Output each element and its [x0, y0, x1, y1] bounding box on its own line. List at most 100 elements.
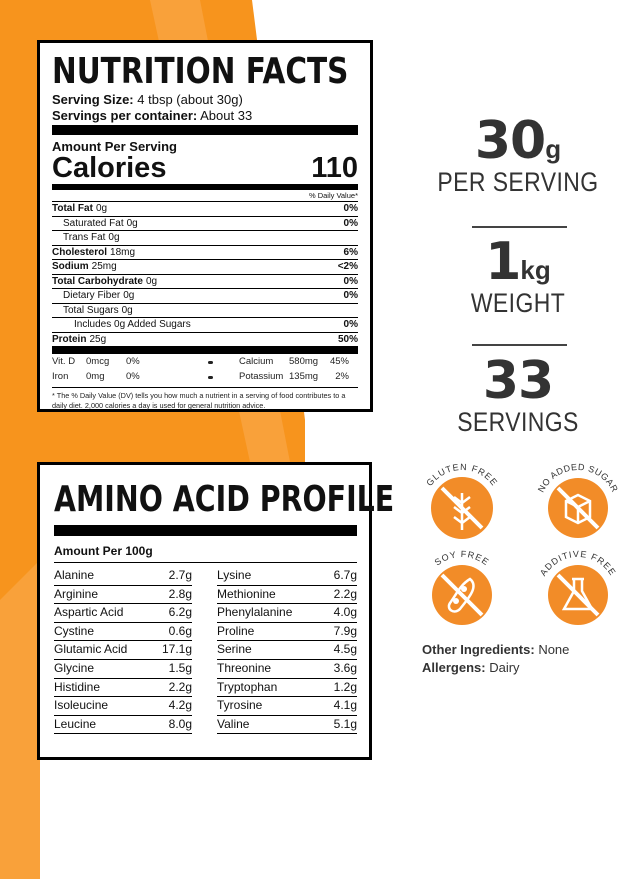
- amino-row: Lysine 6.7g: [217, 567, 357, 586]
- value: 4 tbsp (about 30g): [137, 92, 243, 107]
- nutrient-row: Trans Fat 0g: [52, 230, 358, 245]
- thick-rule: [52, 125, 358, 135]
- separator-dot: [208, 361, 213, 364]
- nutrient-name: Sodium: [52, 261, 89, 272]
- amino-name: Glycine: [54, 660, 95, 675]
- nutrition-title: NUTRITION FACTS: [52, 51, 349, 92]
- amino-name: Methionine: [217, 586, 276, 601]
- separator-dot: [208, 375, 213, 379]
- micro-amount: 135mg: [289, 370, 319, 382]
- stat-label: WEIGHT: [470, 288, 566, 318]
- orange-stripe: [0, 560, 40, 879]
- nutrient-dv: 0%: [343, 290, 358, 301]
- amino-row: Methionine 2.2g: [217, 586, 357, 605]
- slash: [556, 486, 600, 530]
- amino-row: Phenylalanine 4.0g: [217, 604, 357, 623]
- amino-row: Tryptophan 1.2g: [217, 679, 357, 698]
- nutrient-dv: <2%: [337, 261, 358, 272]
- nutrient-dv: 6%: [343, 246, 358, 258]
- label: Servings per container:: [52, 108, 198, 123]
- amino-amount: 4.2g: [168, 698, 192, 713]
- amino-amount: 6.2g: [168, 605, 192, 620]
- micro-name: Calcium: [239, 356, 274, 367]
- nutrient-dv: 0%: [343, 203, 358, 214]
- amino-amount: 3.6g: [333, 660, 357, 675]
- amino-name: Tyrosine: [217, 698, 263, 713]
- value: None: [538, 642, 570, 657]
- nutrient-name: Includes 0g Added Sugars: [74, 319, 191, 330]
- amino-name: Arginine: [54, 586, 99, 601]
- amino-amount: 0.6g: [168, 623, 192, 638]
- amino-name: Aspartic Acid: [54, 605, 124, 620]
- nutrition-panel: NUTRITION FACTS Serving Size: 4 tbsp (ab…: [37, 40, 373, 412]
- amino-row: Alanine 2.7g: [54, 567, 192, 586]
- nutrient-dv: 0%: [343, 319, 358, 330]
- badge: NO ADDED SUGAR: [536, 462, 618, 538]
- nutrient-amount: 18mg: [110, 246, 136, 258]
- amino-amount: 5.1g: [333, 716, 357, 731]
- calories-row: Calories 110: [52, 152, 358, 184]
- amino-row: Glycine 1.5g: [54, 660, 192, 679]
- dv-header: % Daily Value*: [308, 191, 358, 200]
- amino-row: Isoleucine 4.2g: [54, 697, 192, 716]
- amino-amount: 8.0g: [168, 716, 192, 731]
- amino-amount: 7.9g: [333, 623, 357, 638]
- nutrient-amount: 0g: [95, 203, 108, 214]
- amino-name: Tryptophan: [217, 679, 278, 694]
- other-ingredients: Other Ingredients: None: [422, 642, 569, 657]
- amino-row: Histidine 2.2g: [54, 679, 192, 698]
- amino-amount: 2.7g: [168, 568, 192, 582]
- micro-name: Potassium: [239, 370, 284, 382]
- micro-rows: Vit. D 0mcg 0% Calcium 580mg 45% Iron 0mg 0% Pota…: [52, 355, 358, 384]
- stat-value: 33: [482, 351, 554, 411]
- amino-name: Proline: [217, 623, 255, 638]
- amino-amount: 2.2g: [168, 679, 192, 694]
- micro-row: Vit. D 0mcg 0% Calcium 580mg 45%: [52, 355, 358, 370]
- amino-amount: 17.1g: [161, 642, 192, 657]
- slash: [440, 573, 484, 617]
- amino-amount: 6.7g: [333, 568, 357, 582]
- label: Serving Size:: [52, 92, 134, 107]
- nutrient-dv: 0%: [343, 275, 358, 287]
- nutrient-amount: 25g: [89, 333, 107, 345]
- amino-row: Tyrosine 4.1g: [217, 697, 357, 716]
- amino-amount: 1.2g: [333, 679, 357, 694]
- amino-amount: 4.5g: [333, 642, 357, 657]
- bean: [453, 598, 459, 604]
- micro-dv: 0%: [126, 370, 140, 382]
- amino-amount: 1.5g: [168, 660, 192, 675]
- amino-row: Proline 7.9g: [217, 623, 357, 642]
- stat-label: PER SERVING: [437, 167, 599, 197]
- badges: GLUTEN FREE NO ADDED SUGAR SOY FREE ADDI…: [424, 462, 618, 625]
- calories-label: Calories: [52, 152, 167, 184]
- amino-name: Glutamic Acid: [54, 642, 128, 657]
- amino-name: Phenylalanine: [217, 605, 293, 620]
- label: Allergens:: [422, 660, 486, 675]
- nutrient-amount: 0g: [121, 304, 133, 316]
- nutrient-row: Total Sugars 0g: [52, 302, 358, 318]
- stat: 1kg WEIGHT: [420, 236, 616, 318]
- amino-row: Leucine 8.0g: [54, 716, 192, 735]
- nutrient-dv: 50%: [337, 333, 358, 345]
- amino-name: Lysine: [217, 568, 252, 582]
- nutrient-name: Protein: [52, 333, 87, 345]
- amino-name: Cystine: [54, 623, 95, 638]
- footnote: * The % Daily Value (DV) tells you how m…: [52, 387, 358, 411]
- micro-name: Iron: [52, 370, 69, 382]
- badge-label: SOY FREE: [433, 549, 492, 568]
- nutrient-amount: 0g: [108, 232, 120, 243]
- slash: [440, 486, 484, 530]
- micro-dv: 2%: [335, 370, 349, 382]
- amino-name: Leucine: [54, 716, 97, 731]
- amino-name: Valine: [217, 716, 250, 731]
- nutrient-amount: 0g: [123, 290, 135, 301]
- value: About 33: [200, 108, 253, 123]
- nutrient-row: Total Carbohydrate 0g 0%: [52, 273, 358, 289]
- amino-name: Alanine: [54, 568, 95, 582]
- bean: [461, 586, 467, 592]
- amino-name: Serine: [217, 642, 252, 657]
- nutrient-name: Trans Fat: [63, 232, 106, 243]
- calories-value: 110: [311, 152, 358, 184]
- thick-rule: [54, 525, 357, 536]
- amino-columns: Alanine 2.7g Arginine 2.8g Aspartic Acid 6.2g…: [54, 567, 357, 735]
